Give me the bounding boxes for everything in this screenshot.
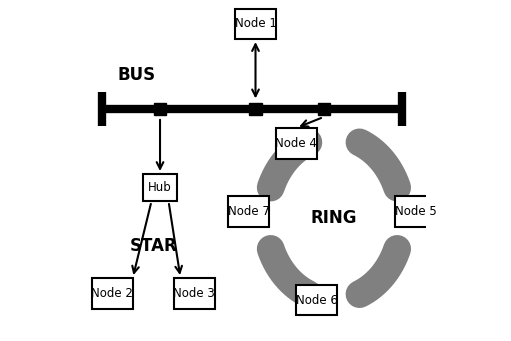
Text: Node 6: Node 6 [296,294,338,307]
Bar [249,103,262,115]
Text: Node 2: Node 2 [91,287,133,300]
Text: STAR: STAR [129,237,177,254]
Text: Node 7: Node 7 [228,205,270,218]
Text: Node 3: Node 3 [173,287,215,300]
Text: Node 1: Node 1 [235,17,276,30]
FancyBboxPatch shape [235,9,276,39]
FancyBboxPatch shape [143,174,177,201]
FancyBboxPatch shape [276,128,317,159]
FancyBboxPatch shape [228,196,269,227]
Bar [317,103,330,115]
FancyBboxPatch shape [296,285,337,315]
Text: Hub: Hub [148,181,172,194]
Bar [154,103,166,115]
Text: Node 5: Node 5 [395,205,436,218]
Text: RING: RING [311,209,357,227]
Text: Node 4: Node 4 [275,137,317,150]
FancyBboxPatch shape [396,196,436,227]
Text: BUS: BUS [117,66,155,84]
FancyBboxPatch shape [92,278,133,309]
FancyBboxPatch shape [174,278,215,309]
